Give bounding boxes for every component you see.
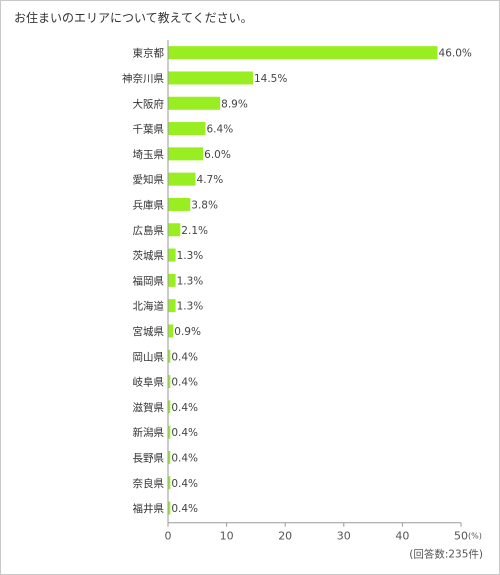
bar: [168, 223, 181, 237]
bar: [168, 450, 171, 464]
category-label: 岐阜県: [133, 376, 165, 389]
value-label: 0.9%: [174, 326, 201, 338]
category-label: 大阪府: [133, 97, 165, 110]
category-label: 新潟県: [133, 426, 165, 439]
category-label: 広島県: [133, 224, 165, 237]
bar: [168, 425, 171, 439]
bar: [168, 71, 253, 85]
category-label: 茨城県: [133, 249, 165, 262]
bar: [168, 248, 176, 262]
bar: [168, 476, 171, 490]
category-label: 福井県: [133, 502, 165, 515]
bar: [168, 172, 196, 186]
category-label: 千葉県: [133, 123, 165, 136]
bar: [168, 400, 171, 414]
category-label: 埼玉県: [133, 148, 165, 161]
category-label: 北海道: [133, 300, 165, 313]
value-label: 8.9%: [221, 98, 248, 110]
value-label: 0.4%: [171, 503, 198, 515]
bar: [168, 273, 176, 287]
bar: [168, 197, 191, 211]
category-label: 長野県: [133, 452, 165, 464]
x-unit-label: (%): [468, 532, 482, 541]
category-label: 愛知県: [133, 173, 165, 186]
bar: [168, 299, 176, 313]
value-label: 0.4%: [171, 427, 198, 439]
bar: [168, 375, 171, 389]
value-label: 1.3%: [177, 275, 204, 287]
value-label: 2.1%: [181, 225, 208, 237]
category-label: 岡山県: [133, 351, 165, 363]
value-label: 1.3%: [177, 250, 204, 262]
bar: [168, 147, 204, 161]
category-label: 奈良県: [133, 477, 165, 490]
x-tick-label: 0: [165, 530, 172, 543]
value-label: 0.4%: [171, 377, 198, 389]
bar: [168, 324, 174, 338]
bar: [168, 46, 438, 60]
chart-title: お住まいのエリアについて教えてください。: [14, 11, 253, 25]
value-label: 0.4%: [171, 452, 198, 464]
value-label: 4.7%: [197, 174, 224, 186]
x-tick-label: 50: [454, 530, 468, 543]
category-label: 神奈川県: [122, 72, 164, 85]
category-label: 宮城県: [133, 325, 165, 338]
x-tick-label: 20: [278, 530, 292, 543]
bar: [168, 349, 171, 363]
value-label: 0.4%: [171, 351, 198, 363]
response-count-note: (回答数:235件): [409, 548, 483, 561]
value-label: 6.4%: [207, 124, 234, 136]
category-label: 滋賀県: [133, 401, 165, 414]
value-label: 0.4%: [171, 402, 198, 414]
value-label: 3.8%: [191, 199, 218, 211]
value-label: 46.0%: [439, 48, 472, 60]
x-tick-label: 40: [395, 530, 409, 543]
x-tick-label: 10: [220, 530, 234, 543]
category-label: 東京都: [133, 47, 165, 60]
category-label: 兵庫県: [133, 198, 165, 211]
value-label: 14.5%: [254, 73, 287, 85]
value-label: 6.0%: [204, 149, 231, 161]
bar: [168, 122, 206, 136]
x-tick-label: 30: [337, 530, 351, 543]
bar: [168, 96, 221, 110]
bar: [168, 501, 171, 515]
value-label: 1.3%: [177, 301, 204, 313]
category-label: 福岡県: [133, 274, 165, 287]
value-label: 0.4%: [171, 478, 198, 490]
